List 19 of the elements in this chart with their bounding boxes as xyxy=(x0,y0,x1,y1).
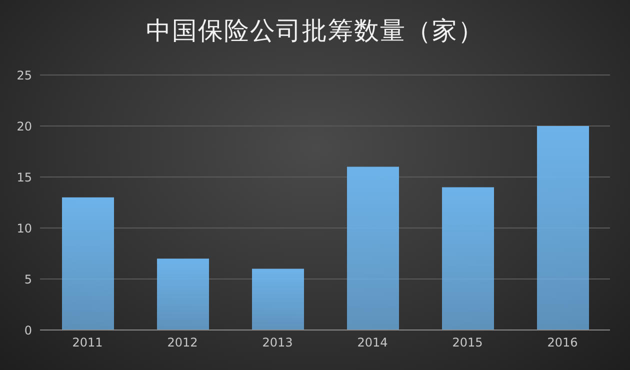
x-tick-label: 2011 xyxy=(72,336,103,350)
x-tick-label: 2013 xyxy=(262,336,293,350)
bar xyxy=(62,197,114,330)
x-tick-label: 2014 xyxy=(357,336,388,350)
y-tick-label: 5 xyxy=(24,272,32,286)
bar xyxy=(537,126,589,330)
y-tick-label: 0 xyxy=(24,323,32,338)
x-tick-label: 2016 xyxy=(547,336,578,350)
y-tick-label: 25 xyxy=(16,68,32,82)
chart-title: 中国保险公司批筹数量（家） xyxy=(145,15,485,47)
y-tick-label: 10 xyxy=(16,221,32,236)
x-tick-label: 2015 xyxy=(452,336,483,350)
x-tick-label: 2012 xyxy=(167,336,198,350)
bar xyxy=(442,187,494,330)
bar xyxy=(252,268,304,330)
y-tick-label: 15 xyxy=(16,170,32,184)
bar xyxy=(347,166,399,330)
y-tick-label: 20 xyxy=(16,119,32,134)
bar xyxy=(157,258,209,330)
